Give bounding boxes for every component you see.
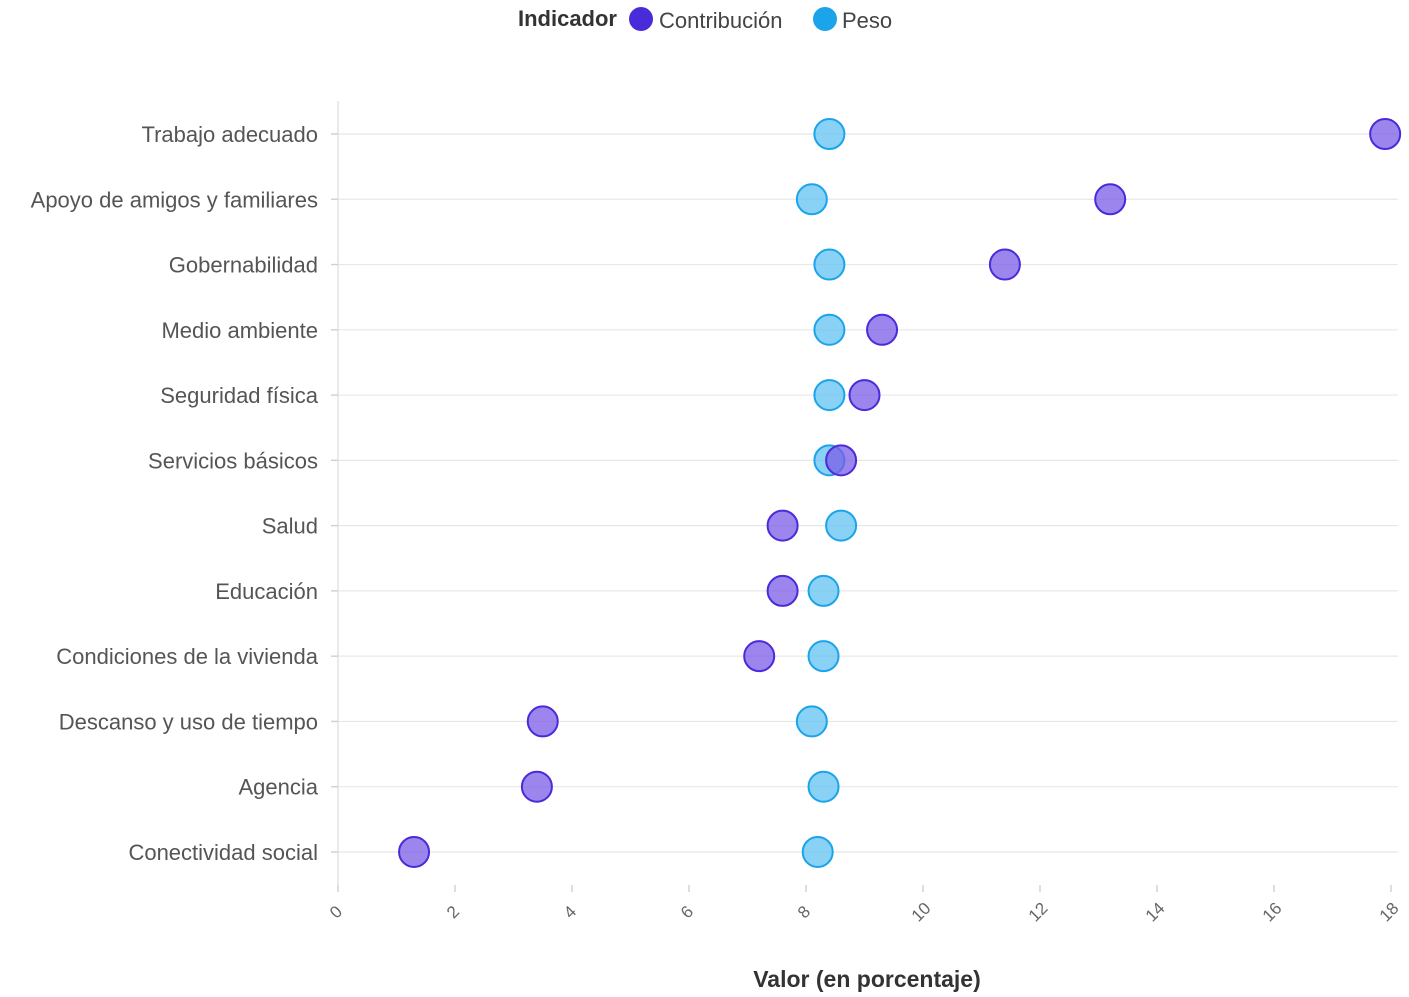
point-peso[interactable] bbox=[813, 379, 846, 412]
point-peso[interactable] bbox=[825, 509, 858, 542]
point-peso[interactable] bbox=[813, 118, 846, 150]
category-label: Seguridad física bbox=[160, 383, 319, 408]
data-points bbox=[398, 118, 1402, 868]
point-contribucion[interactable] bbox=[866, 313, 899, 346]
x-tick-label: 16 bbox=[1259, 899, 1286, 926]
x-tick-label: 4 bbox=[560, 902, 580, 922]
point-peso[interactable] bbox=[795, 705, 828, 738]
point-contribucion[interactable] bbox=[743, 640, 776, 673]
category-label: Condiciones de la vivienda bbox=[56, 644, 318, 669]
point-contribucion[interactable] bbox=[1094, 183, 1127, 216]
point-contribucion[interactable] bbox=[520, 770, 553, 803]
point-contribucion[interactable] bbox=[1369, 118, 1402, 150]
x-tick-label: 2 bbox=[443, 902, 463, 922]
point-peso[interactable] bbox=[807, 770, 840, 803]
category-labels: Trabajo adecuado Apoyo de amigos y famili… bbox=[31, 122, 338, 865]
axes: 0 2 4 6 8 10 12 14 16 18 bbox=[326, 101, 1403, 926]
point-contribucion[interactable] bbox=[526, 705, 559, 738]
category-label: Servicios básicos bbox=[148, 448, 318, 473]
category-label: Educación bbox=[215, 579, 318, 604]
x-tick-label: 10 bbox=[908, 899, 935, 926]
point-peso[interactable] bbox=[807, 574, 840, 607]
point-peso[interactable] bbox=[813, 248, 846, 281]
category-label: Descanso y uso de tiempo bbox=[59, 709, 318, 734]
point-peso[interactable] bbox=[813, 313, 846, 346]
category-label: Gobernabilidad bbox=[169, 253, 318, 278]
x-axis-title: Valor (en porcentaje) bbox=[753, 966, 981, 992]
category-label: Trabajo adecuado bbox=[141, 122, 318, 147]
point-contribucion[interactable] bbox=[766, 574, 799, 607]
legend-marker-contribucion bbox=[629, 7, 653, 31]
point-peso[interactable] bbox=[807, 640, 840, 673]
legend-title: Indicador bbox=[518, 6, 617, 31]
category-label: Salud bbox=[262, 514, 318, 539]
point-contribucion[interactable] bbox=[825, 444, 858, 477]
x-tick-label: 14 bbox=[1142, 899, 1169, 926]
legend-marker-peso bbox=[813, 7, 837, 31]
point-contribucion[interactable] bbox=[398, 835, 431, 868]
category-label: Apoyo de amigos y familiares bbox=[31, 187, 318, 212]
legend: Indicador Contribución Peso bbox=[518, 6, 892, 33]
point-contribucion[interactable] bbox=[848, 379, 881, 412]
x-tick-label: 18 bbox=[1376, 899, 1403, 926]
x-tick-label: 12 bbox=[1025, 899, 1052, 926]
point-contribucion[interactable] bbox=[988, 248, 1021, 281]
category-label: Conectividad social bbox=[128, 840, 318, 865]
legend-label-peso: Peso bbox=[842, 8, 892, 33]
x-tick-label: 0 bbox=[326, 902, 346, 922]
category-label: Medio ambiente bbox=[161, 318, 318, 343]
x-tick-label: 6 bbox=[677, 902, 697, 922]
legend-label-contribucion: Contribución bbox=[659, 8, 783, 33]
x-tick-label: 8 bbox=[794, 902, 814, 922]
point-peso[interactable] bbox=[795, 183, 828, 216]
point-peso[interactable] bbox=[801, 835, 834, 868]
point-contribucion[interactable] bbox=[766, 509, 799, 542]
category-label: Agencia bbox=[238, 775, 318, 800]
gridlines bbox=[338, 133, 1398, 853]
